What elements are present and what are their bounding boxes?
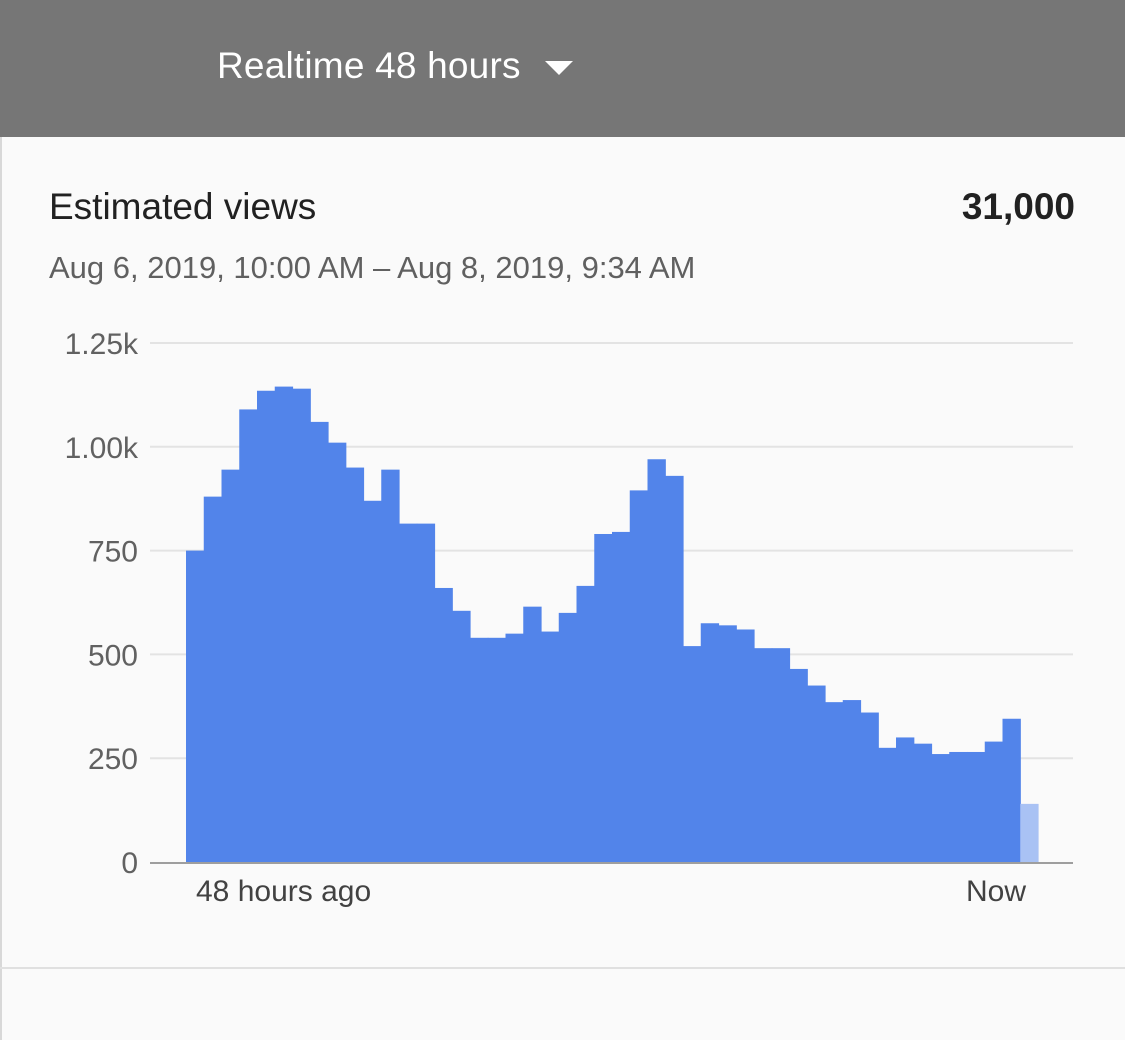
bar xyxy=(345,467,365,862)
bar xyxy=(807,685,826,862)
bar xyxy=(576,585,595,862)
bar xyxy=(949,751,968,862)
bar xyxy=(594,533,613,862)
bar xyxy=(470,637,489,862)
y-tick-label: 250 xyxy=(88,743,138,776)
bar xyxy=(860,712,879,862)
top-bar: Realtime 48 hours xyxy=(0,0,1125,137)
x-end-label: Now xyxy=(966,875,1026,908)
bar xyxy=(203,496,223,862)
metric-total: 31,000 xyxy=(961,186,1075,227)
bar xyxy=(1002,718,1021,862)
bottom-divider xyxy=(0,967,1125,969)
bar xyxy=(718,625,737,862)
bar xyxy=(647,459,666,862)
bar xyxy=(186,550,205,862)
bar xyxy=(878,747,897,862)
views-chart: 0 250 500 750 1.00k 1.25k 48 hours ago Now xyxy=(65,328,1073,908)
bar xyxy=(683,646,702,862)
bar xyxy=(239,409,258,862)
bar xyxy=(505,633,524,862)
bar xyxy=(558,612,578,862)
bar xyxy=(434,587,453,862)
bar xyxy=(913,743,933,862)
dropdown-caret-icon[interactable] xyxy=(544,61,573,75)
range-selector[interactable]: Realtime 48 hours xyxy=(217,40,573,92)
metric-title: Estimated views xyxy=(49,186,317,227)
bar xyxy=(700,623,720,862)
bar xyxy=(452,610,471,862)
bar xyxy=(292,388,311,862)
bar xyxy=(931,754,950,862)
bars xyxy=(186,386,1039,862)
bar xyxy=(541,631,560,862)
range-selector-label: Realtime 48 hours xyxy=(217,45,521,86)
bar xyxy=(771,648,791,862)
bar xyxy=(896,737,915,862)
bar xyxy=(487,637,507,862)
bar xyxy=(274,386,294,862)
bar xyxy=(381,469,400,862)
bar xyxy=(363,500,382,862)
bar xyxy=(825,702,844,862)
bar xyxy=(416,523,436,862)
bar xyxy=(754,648,773,862)
bar xyxy=(328,442,347,862)
y-tick-label: 1.00k xyxy=(65,432,139,465)
y-tick-label: 500 xyxy=(88,639,138,672)
y-tick-label: 1.25k xyxy=(65,328,139,361)
y-tick-label: 750 xyxy=(88,536,138,569)
bar xyxy=(612,531,631,862)
bar-partial xyxy=(1020,803,1039,862)
bar xyxy=(310,421,329,862)
bar xyxy=(736,629,755,862)
bar xyxy=(399,523,418,862)
bar xyxy=(629,490,649,862)
x-start-label: 48 hours ago xyxy=(196,875,371,908)
bar xyxy=(789,668,808,862)
bar xyxy=(967,751,986,862)
y-tick-label: 0 xyxy=(121,847,138,880)
bar xyxy=(523,606,542,862)
bar xyxy=(221,469,240,862)
date-range: Aug 6, 2019, 10:00 AM – Aug 8, 2019, 9:3… xyxy=(49,250,696,285)
bar xyxy=(842,700,862,862)
axes: 0 250 500 750 1.00k 1.25k 48 hours ago Now xyxy=(65,328,1073,908)
bar xyxy=(984,741,1004,862)
bar xyxy=(665,475,684,862)
left-edge-divider xyxy=(0,137,2,1040)
bar xyxy=(257,390,276,862)
